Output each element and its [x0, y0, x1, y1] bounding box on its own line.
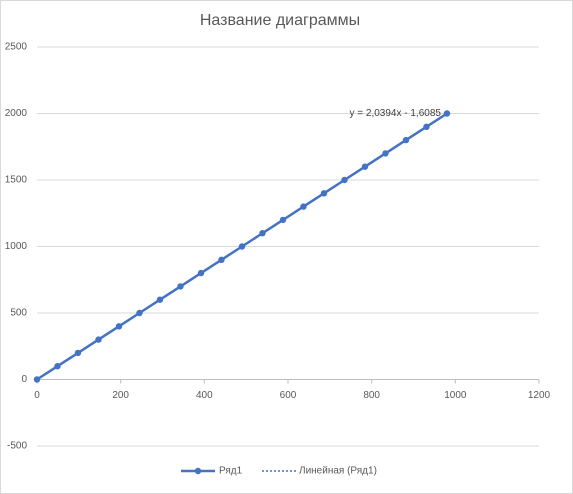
- x-tick-label: 800: [363, 390, 380, 401]
- data-point: [156, 296, 164, 303]
- trendline-equation: y = 2,0394x - 1,6085: [349, 108, 441, 119]
- data-point: [300, 203, 307, 210]
- x-tick-label: 200: [112, 390, 129, 401]
- x-tick-label: 0: [34, 390, 40, 401]
- legend-label: Ряд1: [219, 466, 243, 477]
- data-point: [136, 309, 143, 317]
- data-point: [402, 136, 410, 144]
- data-point: [320, 190, 328, 197]
- y-tick-label: 1500: [5, 175, 28, 186]
- data-point: [218, 256, 225, 263]
- data-point: [341, 176, 348, 184]
- legend-label: Линейная (Ряд1): [299, 466, 377, 477]
- chart-title: Название диаграммы: [200, 12, 360, 29]
- y-tick-label: -500: [7, 441, 27, 452]
- x-tick-label: 600: [280, 390, 297, 401]
- data-point: [238, 243, 246, 250]
- y-tick-label: 500: [10, 308, 27, 319]
- data-point: [54, 363, 61, 370]
- data-point: [115, 323, 123, 330]
- data-point: [443, 110, 451, 117]
- data-point: [197, 269, 205, 277]
- data-point: [95, 336, 102, 343]
- data-point: [423, 123, 430, 130]
- data-point: [279, 216, 287, 224]
- y-tick-label: 2000: [5, 108, 28, 119]
- data-point: [382, 150, 389, 157]
- y-tick-label: 1000: [5, 241, 28, 252]
- data-point: [33, 376, 41, 383]
- data-point: [177, 283, 184, 290]
- x-tick-label: 1200: [528, 390, 551, 401]
- y-tick-label: 2500: [5, 42, 28, 53]
- data-point: [259, 230, 266, 237]
- legend-marker: [194, 467, 202, 475]
- data-point: [74, 349, 82, 357]
- y-tick-label: 0: [21, 374, 27, 385]
- x-tick-label: 400: [196, 390, 213, 401]
- data-point: [361, 163, 369, 170]
- x-tick-label: 1000: [444, 390, 467, 401]
